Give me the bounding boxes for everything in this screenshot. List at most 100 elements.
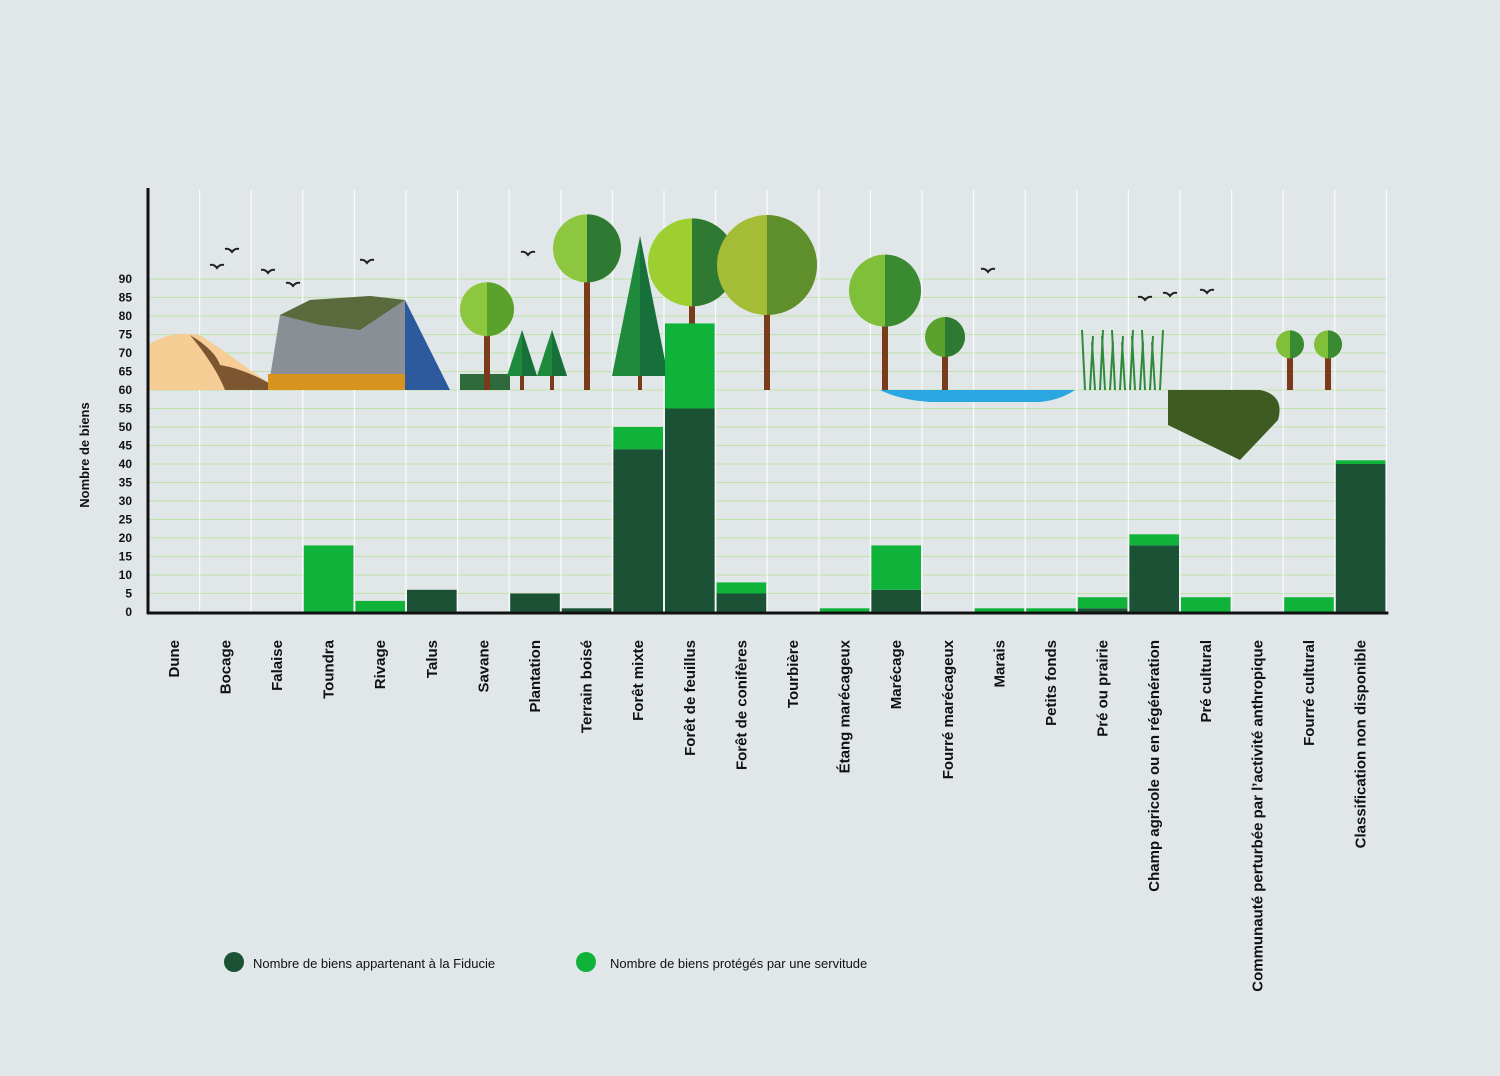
reed-icon (1091, 341, 1096, 391)
x-category-labels: Dune Bocage Falaise Toundra Rivage Talus Savan… (166, 639, 1370, 991)
bar-segment-fiducie (1129, 545, 1179, 612)
y-tick-label: 80 (119, 309, 133, 323)
y-tick-label: 30 (119, 494, 133, 508)
axes (146, 188, 1389, 615)
legend-swatch (224, 952, 244, 972)
y-tick-label: 15 (119, 550, 133, 564)
reed-icon (1151, 341, 1156, 391)
pine-tree-icon (537, 330, 567, 390)
x-category-label: Forêt de conifères (733, 640, 750, 770)
y-tick-label: 25 (119, 513, 133, 527)
x-category-label: Champ agricole ou en régénération (1146, 640, 1163, 892)
x-category-label: Talus (424, 640, 441, 678)
y-tick-label: 20 (119, 531, 133, 545)
swamp-tree-icon (849, 254, 921, 390)
reed-icon (1081, 329, 1086, 391)
x-category-label: Dune (166, 640, 183, 678)
legend-label: Nombre de biens protégés par une servitu… (610, 956, 867, 971)
bar-segment-servitude (1284, 597, 1334, 612)
bird-icon (520, 250, 536, 257)
bar-segment-servitude (355, 600, 405, 612)
bar-segment-servitude (1181, 597, 1231, 612)
bird-icon (980, 267, 996, 274)
y-tick-label: 0 (125, 605, 132, 619)
bird-icon (224, 247, 240, 254)
y-tick-label: 50 (119, 420, 133, 434)
pine-tree-icon (612, 236, 668, 390)
x-category-label: Savane (475, 640, 492, 693)
y-tick-label: 40 (119, 457, 133, 471)
y-tick-label: 45 (119, 439, 133, 453)
x-category-label: Pré cultural (1198, 640, 1215, 723)
bar-segment-servitude (819, 608, 870, 612)
savanna-tree-icon (460, 282, 514, 390)
x-category-label: Communauté perturbée par l’activité anth… (1249, 640, 1266, 992)
deciduous-tree-icon (717, 215, 817, 390)
bar-segment-fiducie (1335, 464, 1386, 612)
field-icon (1168, 390, 1280, 460)
x-category-label: Fourré marécageux (940, 639, 957, 779)
reed-icon (1159, 329, 1164, 391)
legend-label: Nombre de biens appartenant à la Fiducie (253, 956, 495, 971)
bar-segment-servitude (1129, 534, 1179, 546)
y-tick-label: 10 (119, 568, 133, 582)
bar-segment-servitude (871, 545, 921, 590)
x-category-label: Classification non disponible (1353, 640, 1370, 848)
y-axis-label: Nombre de biens (77, 402, 92, 507)
bar-segment-servitude (1077, 597, 1128, 609)
bar-segment-fiducie (510, 593, 560, 612)
x-category-label: Petits fonds (1043, 640, 1060, 726)
x-category-label: Rivage (372, 640, 389, 689)
bird-icon (1137, 295, 1153, 302)
landscape-illustration (148, 214, 1342, 460)
x-category-label: Forêt de feuillus (682, 640, 699, 756)
x-category-label: Tourbière (785, 640, 802, 708)
bird-icon (1199, 288, 1215, 295)
y-tick-label: 60 (119, 383, 133, 397)
bar-segment-servitude (1026, 608, 1076, 612)
x-category-label: Toundra (321, 639, 338, 699)
bar-segment-fiducie (561, 608, 612, 612)
woodland-tree-icon (553, 214, 621, 390)
bar-segment-fiducie (871, 589, 921, 612)
legend-swatch (576, 952, 596, 972)
bird-icon (260, 268, 276, 275)
bars (303, 323, 1386, 612)
y-tick-label: 65 (119, 365, 133, 379)
bar-segment-fiducie (1077, 608, 1128, 612)
bar-segment-fiducie (407, 589, 457, 612)
pine-tree-icon (507, 330, 537, 390)
y-tick-label: 35 (119, 476, 133, 490)
y-tick-label: 90 (119, 272, 133, 286)
x-category-label: Fourré cultural (1301, 640, 1318, 746)
reed-icon (1111, 329, 1116, 391)
reed-icon (1101, 335, 1106, 391)
y-tick-label: 75 (119, 328, 133, 342)
bird-icon (209, 263, 225, 270)
bird-icon (285, 281, 301, 288)
bar-segment-servitude (665, 323, 715, 409)
x-category-label: Forêt mixte (630, 640, 647, 721)
x-category-label: Falaise (269, 640, 286, 691)
bar-segment-servitude (716, 582, 767, 594)
y-tick-label: 70 (119, 346, 133, 360)
reed-icon (1131, 335, 1136, 391)
x-category-label: Plantation (527, 640, 544, 713)
y-tick-label: 5 (125, 587, 132, 601)
x-category-label: Terrain boisé (579, 640, 596, 733)
bar-segment-fiducie (613, 449, 663, 612)
bird-icon (1162, 291, 1178, 298)
water-icon (880, 390, 1075, 402)
reed-icon (1121, 341, 1126, 391)
bar-segment-fiducie (716, 593, 767, 612)
shrub-tree-icon (1314, 330, 1342, 390)
y-tick-label: 55 (119, 402, 133, 416)
bar-segment-fiducie (665, 408, 715, 612)
shore-icon (405, 300, 450, 390)
y-tick-labels: 0 5 10 15 20 25 30 35 40 45 50 55 60 65 70 75 80 85 90 (119, 272, 133, 619)
bar-segment-servitude (974, 608, 1025, 612)
x-category-label: Pré ou prairie (1095, 640, 1112, 737)
shrub-tree-icon (1276, 330, 1304, 390)
x-category-label: Bocage (217, 640, 234, 694)
